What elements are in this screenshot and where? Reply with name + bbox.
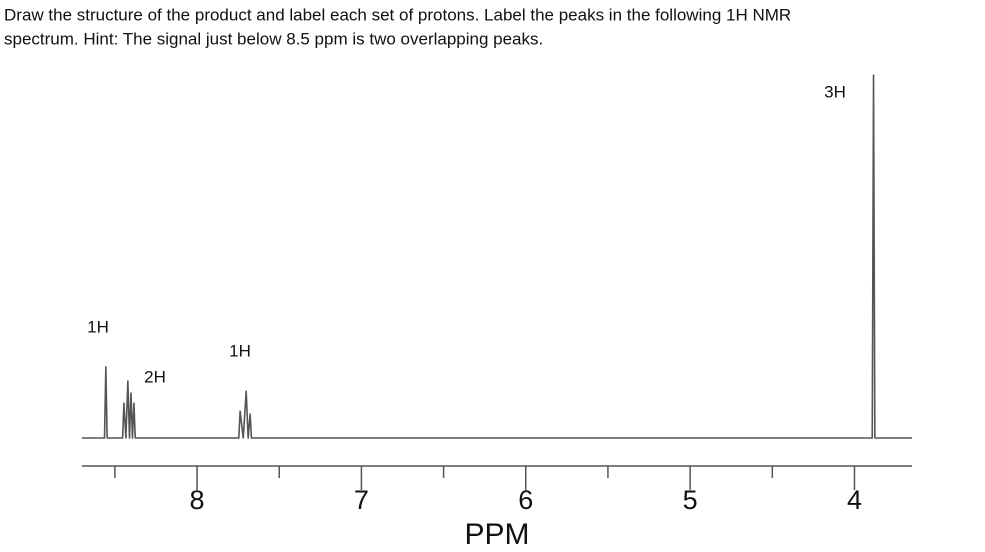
x-axis-label: PPM <box>464 518 529 551</box>
question-line-2: spectrum. Hint: The signal just below 8.… <box>4 29 543 48</box>
spectrum-line <box>82 74 912 439</box>
peak-integration-label: 1H <box>87 317 109 336</box>
peak-integration-label: 1H <box>229 341 251 360</box>
x-tick-label: 8 <box>190 485 205 515</box>
x-tick-label: 7 <box>354 485 369 515</box>
x-tick-label: 6 <box>518 485 533 515</box>
peak-integration-label: 3H <box>824 82 846 101</box>
x-tick-label: 4 <box>847 485 862 515</box>
question-line-1: Draw the structure of the product and la… <box>4 5 791 24</box>
x-tick-label: 5 <box>683 485 698 515</box>
peak-integration-label: 2H <box>144 367 166 386</box>
